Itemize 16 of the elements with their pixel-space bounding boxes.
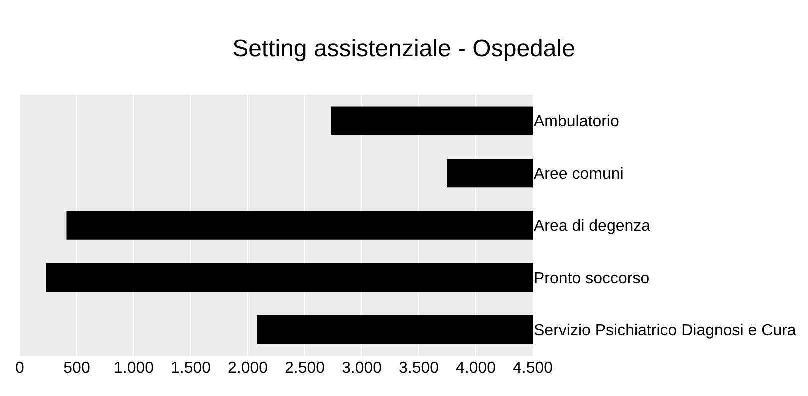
x-tick-label: 3.500 xyxy=(398,360,440,377)
x-tick-label: 0 xyxy=(16,360,25,377)
y-tick-label: Aree comuni xyxy=(534,166,624,183)
x-tick-label: 1.500 xyxy=(170,360,212,377)
y-tick-label: Ambulatorio xyxy=(534,114,620,131)
x-tick-label: 4.500 xyxy=(512,360,554,377)
x-tick-label: 1.000 xyxy=(114,360,154,377)
x-tick-label: 2.500 xyxy=(284,360,326,377)
x-tick-label: 3.000 xyxy=(342,360,382,377)
y-tick-label: Servizio Psichiatrico Diagnosi e Cura xyxy=(534,322,796,340)
y-tick-label: Area di degenza xyxy=(534,218,651,236)
x-tick-label: 2.000 xyxy=(228,360,268,377)
chart-title: Setting assistenziale - Ospedale xyxy=(232,35,576,62)
x-tick-label: 500 xyxy=(64,360,90,377)
x-tick-label: 4.000 xyxy=(456,360,496,377)
y-tick-label: Pronto soccorso xyxy=(534,270,650,288)
